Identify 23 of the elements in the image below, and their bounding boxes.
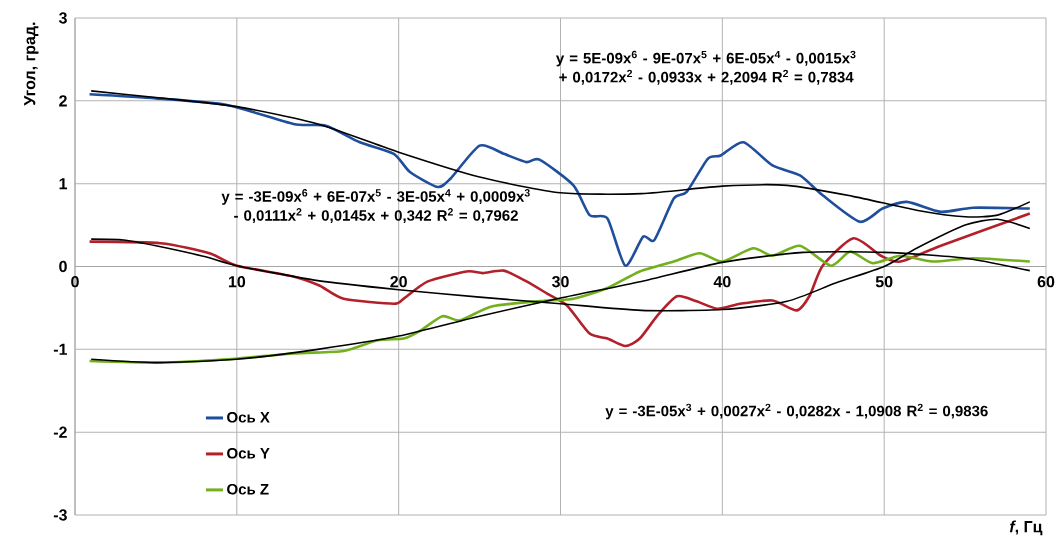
x-tick-label: 0	[71, 276, 79, 288]
line-series	[88, 92, 1032, 267]
x-axis-title: f, Гц	[1009, 520, 1043, 536]
legend-label: Ось X	[227, 411, 270, 423]
x-tick-label: 30	[551, 276, 569, 288]
x-tick-label: 10	[228, 276, 246, 288]
y-tick-label: -2	[53, 426, 67, 438]
annotation: y = -3E-05x$^{3}$ + 0,0027x$^{2}$ - 0,0282x - 1,0908 R$^{2}$ = 0,9836	[605, 403, 988, 420]
legend-label: Ось Y	[227, 447, 270, 459]
y-tick-label: 1	[59, 178, 68, 190]
y-tick-label: 3	[58, 12, 67, 24]
x-tick-label: 20	[390, 276, 407, 288]
y-tick-label: 2	[59, 95, 67, 107]
y-tick-label: 0	[59, 260, 67, 273]
x-tick-label: 40	[713, 276, 731, 288]
legend-label: Ось Z	[227, 483, 269, 495]
y-tick-label: -1	[53, 343, 68, 355]
x-tick-label: 60	[1037, 276, 1055, 288]
y-tick-label: -3	[53, 509, 67, 521]
text: y = -3E-09x$^{6}$ + 6E-07x$^{5}$ - 3E-05x$^{4}$ + 0,0009x$^{3}$ - 0,0111x$^{2}$ + 0,0145x + 0,342 R$^{2}$ = 0,7962	[221, 189, 530, 223]
text: y = 5E-09x$^{6}$ - 9E-07x$^{5}$ + 6E-05x$^{4}$ - 0,0015x$^{3}$ + 0,0172x$^{2}$ - 0,0933x + 2,2094 R$^{2}$ = 0,7834	[555, 50, 856, 85]
x-tick-label: 50	[875, 276, 893, 288]
y-axis-title: Угол, град.	[24, 22, 39, 106]
